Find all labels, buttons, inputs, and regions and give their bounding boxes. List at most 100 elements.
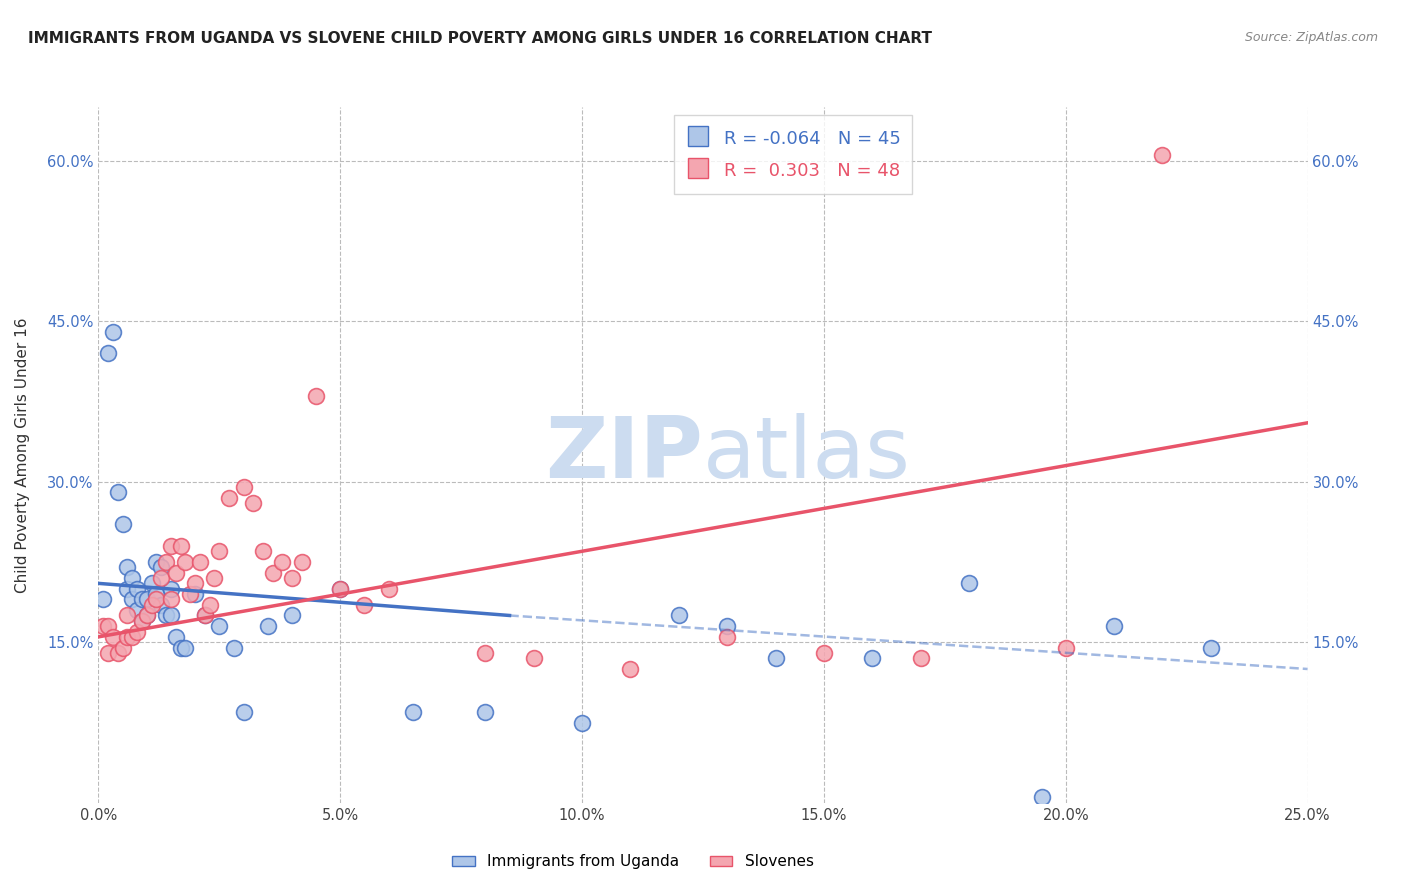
- Point: [571, 715, 593, 730]
- Point: [150, 598, 173, 612]
- Point: [91, 619, 114, 633]
- Point: [117, 630, 139, 644]
- Point: [329, 582, 352, 596]
- Point: [127, 603, 149, 617]
- Point: [155, 555, 177, 569]
- Point: [111, 640, 134, 655]
- Point: [208, 619, 231, 633]
- Point: [160, 539, 183, 553]
- Point: [194, 608, 217, 623]
- Point: [97, 346, 120, 360]
- Point: [179, 587, 201, 601]
- Legend: R = -0.064   N = 45, R =  0.303   N = 48: R = -0.064 N = 45, R = 0.303 N = 48: [673, 115, 912, 194]
- Point: [252, 544, 274, 558]
- Point: [474, 705, 496, 719]
- Point: [329, 582, 352, 596]
- Point: [150, 560, 173, 574]
- Text: atlas: atlas: [703, 413, 911, 497]
- Point: [121, 630, 143, 644]
- Point: [290, 555, 312, 569]
- Point: [1199, 640, 1222, 655]
- Point: [242, 496, 264, 510]
- Point: [353, 598, 375, 612]
- Point: [131, 592, 153, 607]
- Point: [145, 587, 167, 601]
- Point: [305, 389, 328, 403]
- Point: [256, 619, 278, 633]
- Point: [198, 598, 221, 612]
- Point: [271, 555, 294, 569]
- Point: [222, 640, 245, 655]
- Point: [117, 582, 139, 596]
- Point: [169, 539, 191, 553]
- Point: [169, 640, 191, 655]
- Point: [160, 592, 183, 607]
- Y-axis label: Child Poverty Among Girls Under 16: Child Poverty Among Girls Under 16: [15, 318, 31, 592]
- Point: [97, 646, 120, 660]
- Point: [957, 576, 980, 591]
- Point: [165, 566, 187, 580]
- Point: [184, 576, 207, 591]
- Point: [101, 630, 124, 644]
- Point: [474, 646, 496, 660]
- Legend: Immigrants from Uganda, Slovenes: Immigrants from Uganda, Slovenes: [446, 848, 820, 875]
- Point: [135, 592, 157, 607]
- Point: [141, 598, 163, 612]
- Point: [813, 646, 835, 660]
- Point: [262, 566, 284, 580]
- Point: [117, 560, 139, 574]
- Point: [377, 582, 399, 596]
- Point: [716, 619, 738, 633]
- Point: [145, 555, 167, 569]
- Point: [194, 608, 217, 623]
- Point: [174, 555, 197, 569]
- Point: [127, 582, 149, 596]
- Point: [131, 614, 153, 628]
- Point: [121, 592, 143, 607]
- Point: [765, 651, 787, 665]
- Point: [232, 480, 254, 494]
- Point: [1054, 640, 1077, 655]
- Point: [1102, 619, 1125, 633]
- Point: [165, 630, 187, 644]
- Point: [668, 608, 690, 623]
- Point: [155, 608, 177, 623]
- Text: Source: ZipAtlas.com: Source: ZipAtlas.com: [1244, 31, 1378, 45]
- Point: [218, 491, 240, 505]
- Point: [184, 587, 207, 601]
- Point: [135, 608, 157, 623]
- Point: [107, 646, 129, 660]
- Point: [160, 608, 183, 623]
- Point: [127, 624, 149, 639]
- Point: [619, 662, 641, 676]
- Point: [145, 592, 167, 607]
- Point: [1152, 148, 1174, 162]
- Point: [141, 576, 163, 591]
- Text: ZIP: ZIP: [546, 413, 703, 497]
- Point: [281, 608, 304, 623]
- Point: [204, 571, 226, 585]
- Point: [107, 485, 129, 500]
- Point: [523, 651, 546, 665]
- Point: [208, 544, 231, 558]
- Point: [232, 705, 254, 719]
- Point: [101, 325, 124, 339]
- Point: [188, 555, 211, 569]
- Point: [716, 630, 738, 644]
- Point: [121, 571, 143, 585]
- Point: [131, 614, 153, 628]
- Point: [402, 705, 425, 719]
- Point: [97, 619, 120, 633]
- Point: [1031, 790, 1053, 805]
- Point: [174, 640, 197, 655]
- Point: [111, 517, 134, 532]
- Point: [860, 651, 883, 665]
- Point: [135, 608, 157, 623]
- Point: [160, 582, 183, 596]
- Point: [150, 571, 173, 585]
- Point: [117, 608, 139, 623]
- Point: [91, 592, 114, 607]
- Point: [281, 571, 304, 585]
- Point: [910, 651, 932, 665]
- Text: IMMIGRANTS FROM UGANDA VS SLOVENE CHILD POVERTY AMONG GIRLS UNDER 16 CORRELATION: IMMIGRANTS FROM UGANDA VS SLOVENE CHILD …: [28, 31, 932, 46]
